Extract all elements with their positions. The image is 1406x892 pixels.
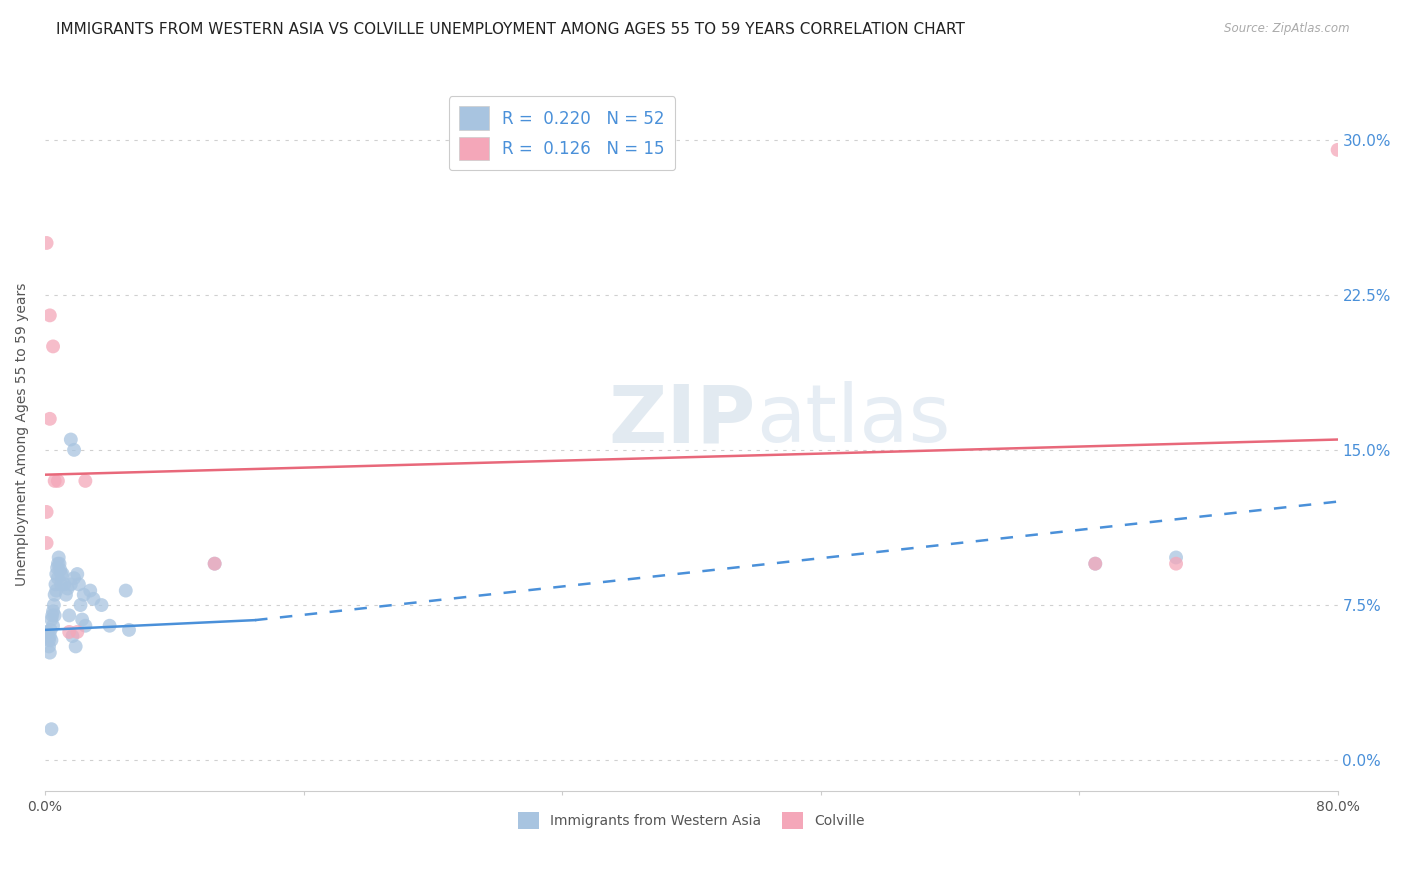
Point xyxy=(59,577,82,591)
Point xyxy=(46,557,69,571)
Point xyxy=(37,624,59,639)
Point xyxy=(65,640,87,654)
Legend: Immigrants from Western Asia, Colville: Immigrants from Western Asia, Colville xyxy=(513,806,870,834)
Point xyxy=(41,722,63,736)
Point xyxy=(49,563,72,577)
Point xyxy=(38,629,60,643)
Point xyxy=(49,577,72,591)
Point xyxy=(41,633,63,648)
Point xyxy=(44,608,66,623)
Point xyxy=(45,567,67,582)
Point xyxy=(90,598,112,612)
Point xyxy=(67,577,90,591)
Point xyxy=(62,629,84,643)
Point xyxy=(118,623,141,637)
Point xyxy=(75,619,97,633)
Point xyxy=(38,646,60,660)
Point xyxy=(73,588,96,602)
Point xyxy=(1164,550,1187,565)
Point xyxy=(1084,557,1107,571)
Point xyxy=(48,557,70,571)
Point xyxy=(204,557,226,571)
Point xyxy=(56,582,79,596)
Point xyxy=(35,505,58,519)
Point xyxy=(98,619,121,633)
Point xyxy=(63,571,86,585)
Point xyxy=(42,339,65,353)
Point xyxy=(114,583,136,598)
Text: IMMIGRANTS FROM WESTERN ASIA VS COLVILLE UNEMPLOYMENT AMONG AGES 55 TO 59 YEARS : IMMIGRANTS FROM WESTERN ASIA VS COLVILLE… xyxy=(56,22,965,37)
Point xyxy=(46,561,69,575)
Point xyxy=(82,591,104,606)
Point xyxy=(49,567,72,582)
Text: ZIP: ZIP xyxy=(609,381,756,459)
Point xyxy=(58,608,80,623)
Point xyxy=(38,412,60,426)
Point xyxy=(44,588,66,602)
Point xyxy=(79,583,101,598)
Point xyxy=(39,623,62,637)
Point xyxy=(46,571,69,585)
Point xyxy=(1326,143,1348,157)
Point xyxy=(204,557,226,571)
Point xyxy=(35,235,58,250)
Point xyxy=(70,613,93,627)
Point xyxy=(44,474,66,488)
Point xyxy=(38,633,60,648)
Point xyxy=(52,567,75,582)
Point xyxy=(75,474,97,488)
Point xyxy=(42,604,65,618)
Point xyxy=(1084,557,1107,571)
Point xyxy=(38,640,60,654)
Point xyxy=(46,474,69,488)
Point xyxy=(53,577,76,591)
Point xyxy=(69,598,91,612)
Point xyxy=(38,309,60,323)
Point xyxy=(1164,557,1187,571)
Point xyxy=(66,624,89,639)
Point xyxy=(59,433,82,447)
Point xyxy=(42,619,65,633)
Text: Source: ZipAtlas.com: Source: ZipAtlas.com xyxy=(1225,22,1350,36)
Y-axis label: Unemployment Among Ages 55 to 59 years: Unemployment Among Ages 55 to 59 years xyxy=(15,283,30,586)
Point xyxy=(45,583,67,598)
Point xyxy=(44,577,66,591)
Point xyxy=(35,536,58,550)
Point xyxy=(42,598,65,612)
Text: atlas: atlas xyxy=(756,381,950,459)
Point xyxy=(58,624,80,639)
Point xyxy=(41,613,63,627)
Point xyxy=(66,567,89,582)
Point xyxy=(41,608,63,623)
Point xyxy=(48,550,70,565)
Point xyxy=(55,588,77,602)
Point xyxy=(63,442,86,457)
